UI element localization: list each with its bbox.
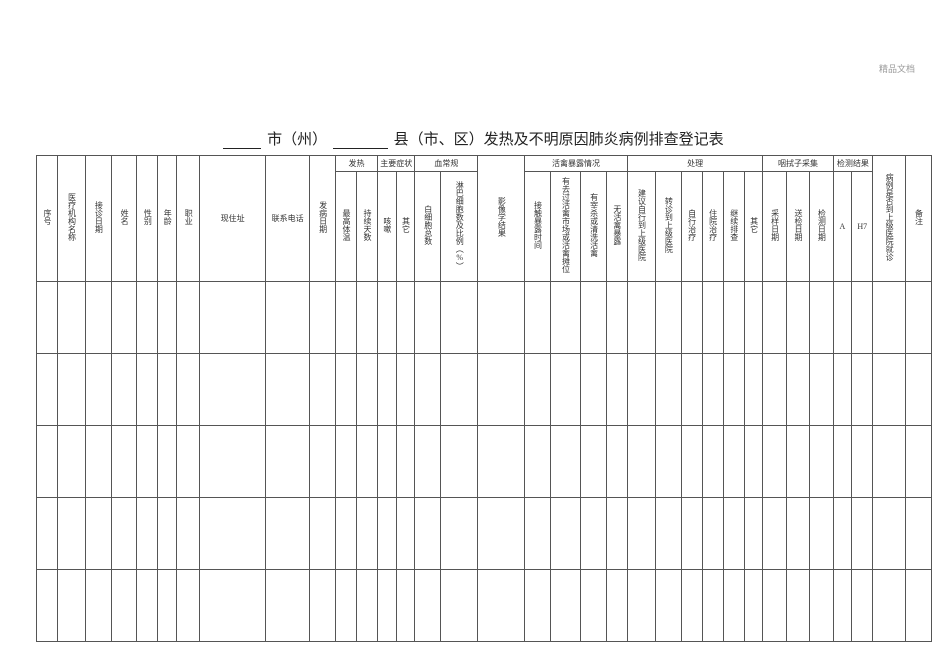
col-senddate: 送检日期 xyxy=(786,172,809,282)
col-referral: 转诊到上级医院 xyxy=(655,172,681,282)
group-swab: 咽拭子采集 xyxy=(763,156,833,172)
col-lymph: 淋巴细胞数及比例（%） xyxy=(441,172,478,282)
col-suggestgo: 建议自行到上级医院 xyxy=(627,172,655,282)
col-h7: H7 xyxy=(852,172,873,282)
col-imaging: 影像学结果 xyxy=(478,156,525,282)
col-exptime: 接触暴露时间 xyxy=(525,172,551,282)
col-occupation: 职业 xyxy=(177,156,200,282)
table-row xyxy=(37,570,932,642)
group-fever: 发热 xyxy=(335,156,377,172)
col-testdate: 检测日期 xyxy=(810,172,833,282)
col-visitdate: 接诊日期 xyxy=(86,156,112,282)
col-selftreat: 自行治疗 xyxy=(681,172,702,282)
col-days: 持续天数 xyxy=(357,172,378,282)
col-seq: 序号 xyxy=(37,156,58,282)
header-row-groups: 序号 医疗机构名称 接诊日期 姓名 性别 年龄 职业 现住址 联系电话 发病日期… xyxy=(37,156,932,172)
col-upper: 病例是否到上级医院就诊 xyxy=(873,156,906,282)
col-hospitalize: 住院治疗 xyxy=(702,172,723,282)
group-symptoms: 主要症状 xyxy=(378,156,415,172)
col-a: A xyxy=(833,172,852,282)
group-blood: 血常规 xyxy=(415,156,478,172)
col-age: 年龄 xyxy=(158,156,177,282)
col-wbc: 白细胞总数 xyxy=(415,172,441,282)
watermark-text: 精品文档 xyxy=(879,62,915,75)
col-phone: 联系电话 xyxy=(265,156,309,282)
group-test: 检测结果 xyxy=(833,156,873,172)
col-other1: 其它 xyxy=(396,172,415,282)
col-name: 姓名 xyxy=(111,156,137,282)
col-other2: 其它 xyxy=(744,172,763,282)
table-row xyxy=(37,354,932,426)
col-maxtemp: 最高体温 xyxy=(335,172,356,282)
col-org: 医疗机构名称 xyxy=(58,156,86,282)
title-blank-city xyxy=(223,135,261,149)
group-handling: 处理 xyxy=(627,156,762,172)
title-part-1: 市（州） xyxy=(267,132,327,148)
table-row xyxy=(37,282,932,354)
page-title: 市（州） 县（市、区）发热及不明原因肺炎病例排查登记表 xyxy=(0,128,945,149)
col-slaughter: 有宰杀或清洗活禽 xyxy=(581,172,607,282)
col-remark: 备注 xyxy=(905,156,931,282)
table-row xyxy=(37,426,932,498)
col-sex: 性别 xyxy=(137,156,158,282)
title-part-2: 县（市、区）发热及不明原因肺炎病例排查登记表 xyxy=(394,132,724,148)
register-table: 序号 医疗机构名称 接诊日期 姓名 性别 年龄 职业 现住址 联系电话 发病日期… xyxy=(36,155,932,642)
col-onsetdate: 发病日期 xyxy=(310,156,336,282)
col-market: 有去过活禽市场或活禽摊位 xyxy=(550,172,580,282)
col-cough: 咳嗽 xyxy=(378,172,397,282)
col-noexp: 无活禽暴露 xyxy=(606,172,627,282)
title-blank-county xyxy=(333,135,388,149)
col-address: 现住址 xyxy=(200,156,265,282)
group-exposure: 活禽暴露情况 xyxy=(525,156,628,172)
table-row xyxy=(37,498,932,570)
register-table-wrapper: 序号 医疗机构名称 接诊日期 姓名 性别 年龄 职业 现住址 联系电话 发病日期… xyxy=(36,155,932,642)
col-sampledate: 采样日期 xyxy=(763,172,786,282)
col-continue: 继续排查 xyxy=(723,172,744,282)
